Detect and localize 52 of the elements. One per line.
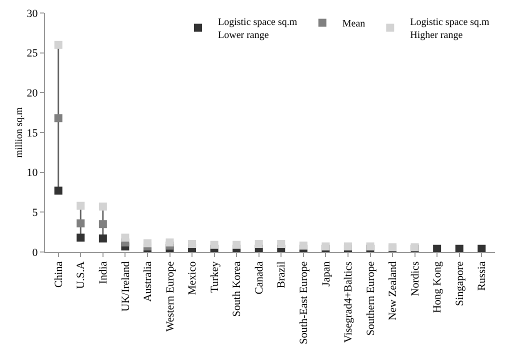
point <box>54 40 62 49</box>
point <box>344 242 352 250</box>
legend-label: Mean <box>342 18 366 30</box>
x-tick-label: China <box>52 261 65 288</box>
y-tick-label: 0 <box>32 246 38 259</box>
y-axis-title: million sq.m <box>14 107 25 158</box>
point <box>210 240 218 249</box>
point <box>366 242 374 250</box>
point <box>54 114 62 122</box>
y-tick-label: 20 <box>26 88 38 100</box>
y-tick-label: 25 <box>26 48 38 60</box>
point <box>166 238 174 246</box>
x-tick-label: Canada <box>253 261 266 294</box>
point <box>299 242 308 250</box>
x-tick-label: Turkey <box>208 260 221 293</box>
x-tick-label: Western Europe <box>164 261 176 332</box>
y-tick-label: 30 <box>26 8 38 20</box>
point <box>54 186 62 195</box>
x-tick-label: UK/Ireland <box>120 260 132 312</box>
point <box>76 219 85 228</box>
x-tick-label: U.S.A <box>75 261 88 289</box>
x-tick-label: Brazil <box>276 261 288 288</box>
x-tick-label: Singapore <box>454 261 466 306</box>
point <box>121 234 130 242</box>
point <box>188 240 196 248</box>
x-tick-label: South-East Europe <box>298 261 310 344</box>
legend-label: Logistic space sq.m Higher range <box>410 17 490 42</box>
x-tick-label: Visegrad4+Baltics <box>342 261 355 343</box>
point <box>76 234 85 242</box>
x-tick-label: New Zealand <box>387 260 400 320</box>
x-tick-label: India <box>97 261 110 284</box>
x-tick-label: Nordics <box>409 261 422 296</box>
x-tick-label: Hong Kong <box>432 260 444 314</box>
point <box>98 220 107 228</box>
point <box>277 240 286 248</box>
x-tick-label: Southern Europe <box>364 261 377 336</box>
y-tick-label: 5 <box>32 207 38 220</box>
y-tick-label: 15 <box>26 127 38 140</box>
point <box>98 234 107 242</box>
point <box>232 240 241 249</box>
point <box>76 202 85 210</box>
point <box>254 240 263 248</box>
point <box>98 202 107 211</box>
y-tick-label: 10 <box>26 167 38 180</box>
x-tick-label: Mexico <box>186 260 199 296</box>
legend-label: Logistic space sq.m Lower range <box>218 17 298 42</box>
point <box>143 239 152 248</box>
point <box>322 242 330 250</box>
x-tick-label: Australia <box>142 261 154 302</box>
x-tick-label: Russia <box>476 261 488 291</box>
x-tick-label: South Korea <box>231 261 244 317</box>
x-tick-label: Japan <box>320 260 332 286</box>
